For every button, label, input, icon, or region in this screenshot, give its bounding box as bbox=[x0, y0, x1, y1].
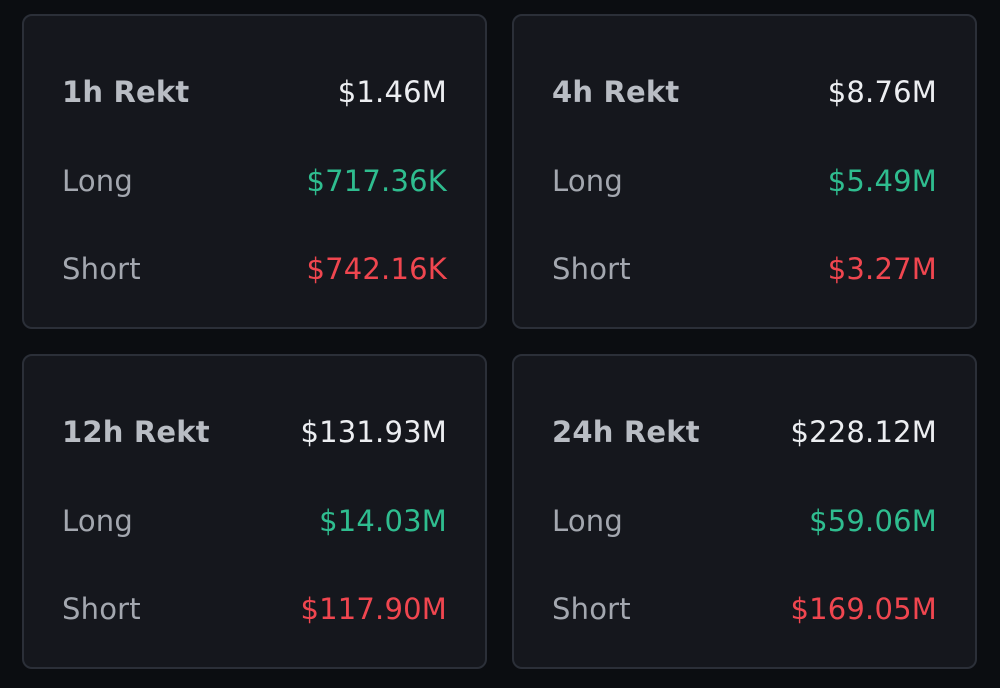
short-row: Short $742.16K bbox=[62, 249, 447, 289]
total-row: 24h Rekt $228.12M bbox=[552, 412, 937, 452]
short-row: Short $169.05M bbox=[552, 589, 937, 629]
card-12h-rekt: 12h Rekt $131.93M Long $14.03M Short $11… bbox=[22, 354, 487, 669]
long-value: $14.03M bbox=[319, 504, 447, 538]
total-value: $131.93M bbox=[300, 415, 447, 449]
long-value: $5.49M bbox=[827, 164, 937, 198]
long-row: Long $5.49M bbox=[552, 161, 937, 201]
short-label: Short bbox=[552, 252, 631, 286]
total-row: 1h Rekt $1.46M bbox=[62, 72, 447, 112]
short-label: Short bbox=[552, 592, 631, 626]
long-label: Long bbox=[62, 164, 133, 198]
long-row: Long $14.03M bbox=[62, 501, 447, 541]
long-row: Long $59.06M bbox=[552, 501, 937, 541]
long-label: Long bbox=[552, 164, 623, 198]
card-4h-rekt: 4h Rekt $8.76M Long $5.49M Short $3.27M bbox=[512, 14, 977, 329]
long-label: Long bbox=[552, 504, 623, 538]
total-value: $8.76M bbox=[827, 75, 937, 109]
short-label: Short bbox=[62, 252, 141, 286]
long-label: Long bbox=[62, 504, 133, 538]
long-value: $717.36K bbox=[306, 164, 447, 198]
period-title: 12h Rekt bbox=[62, 415, 210, 449]
short-value: $3.27M bbox=[827, 252, 937, 286]
short-label: Short bbox=[62, 592, 141, 626]
short-value: $742.16K bbox=[306, 252, 447, 286]
card-1h-rekt: 1h Rekt $1.46M Long $717.36K Short $742.… bbox=[22, 14, 487, 329]
total-row: 4h Rekt $8.76M bbox=[552, 72, 937, 112]
short-value: $169.05M bbox=[790, 592, 937, 626]
period-title: 1h Rekt bbox=[62, 75, 190, 109]
period-title: 24h Rekt bbox=[552, 415, 700, 449]
short-row: Short $117.90M bbox=[62, 589, 447, 629]
short-row: Short $3.27M bbox=[552, 249, 937, 289]
total-value: $1.46M bbox=[337, 75, 447, 109]
card-24h-rekt: 24h Rekt $228.12M Long $59.06M Short $16… bbox=[512, 354, 977, 669]
period-title: 4h Rekt bbox=[552, 75, 680, 109]
long-value: $59.06M bbox=[809, 504, 937, 538]
long-row: Long $717.36K bbox=[62, 161, 447, 201]
total-row: 12h Rekt $131.93M bbox=[62, 412, 447, 452]
short-value: $117.90M bbox=[300, 592, 447, 626]
total-value: $228.12M bbox=[790, 415, 937, 449]
